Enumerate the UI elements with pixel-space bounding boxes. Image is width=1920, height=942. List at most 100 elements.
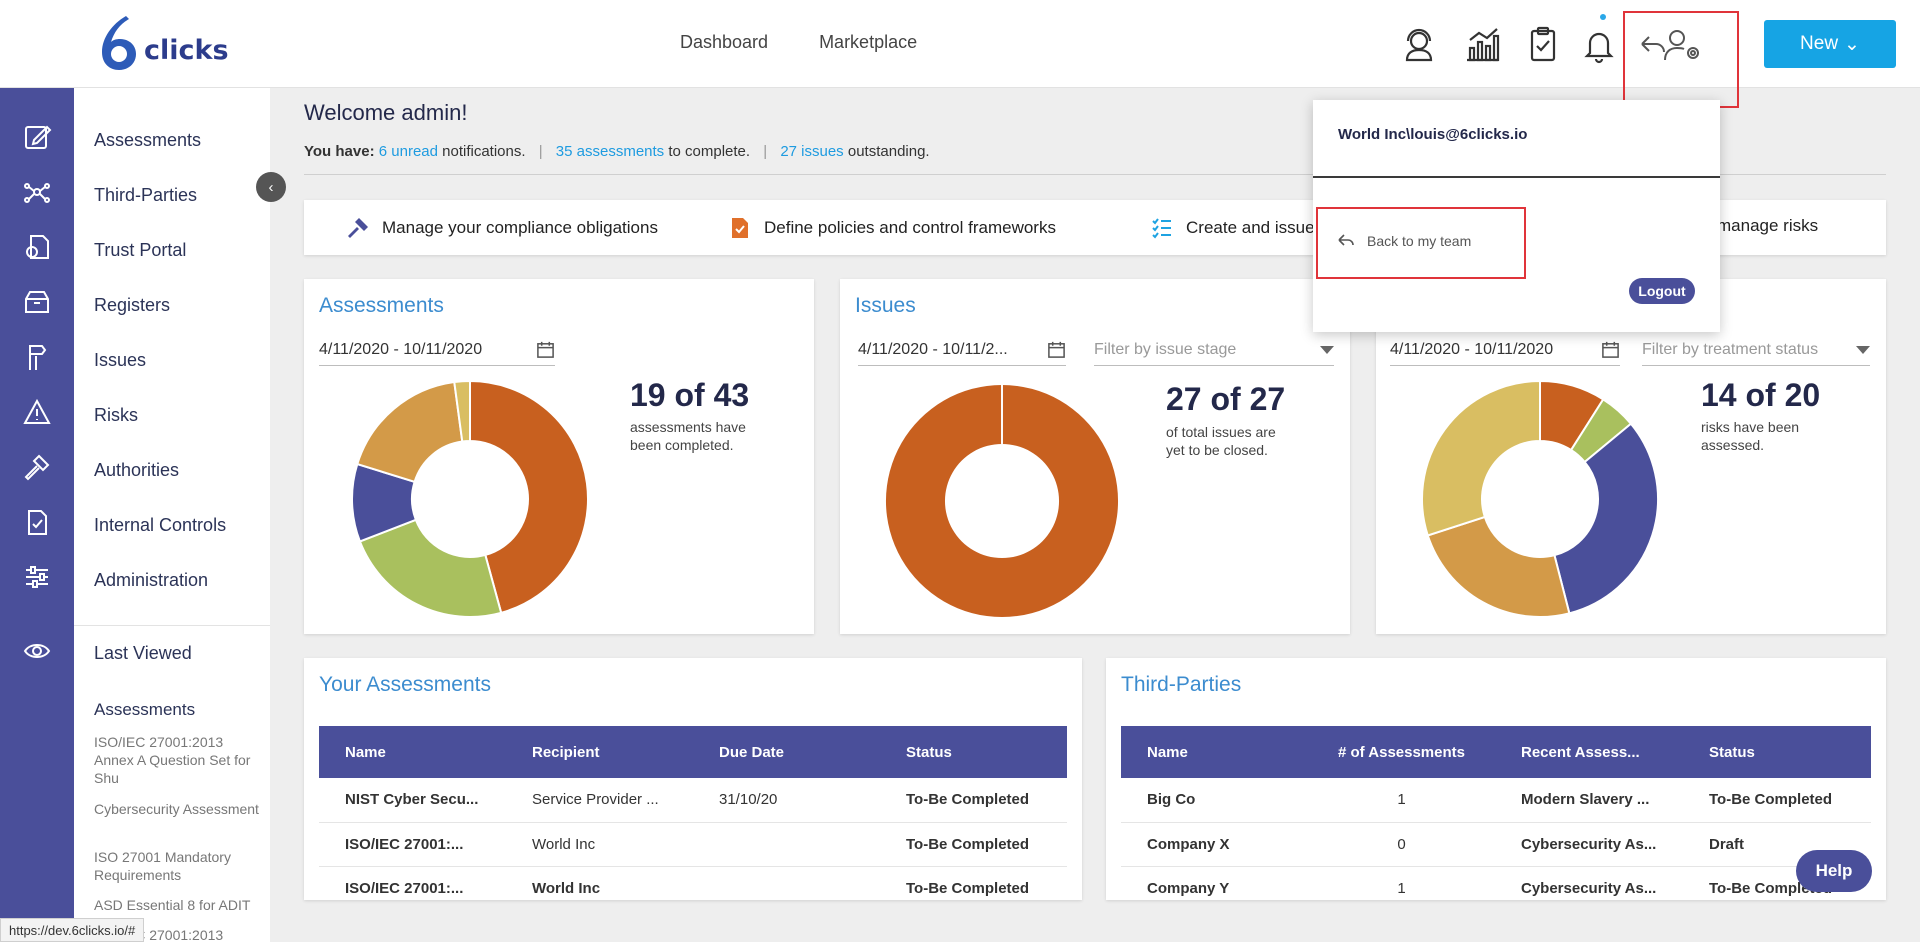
filter-placeholder: Filter by issue stage — [1094, 340, 1237, 358]
eye-icon[interactable] — [22, 636, 52, 666]
table-row[interactable]: ISO/IEC 27001:... World Inc To-Be Comple… — [319, 866, 1067, 900]
highlight-back-to-team — [1316, 207, 1526, 279]
column-header[interactable]: Name — [319, 726, 506, 778]
donut-slice[interactable] — [885, 384, 1119, 618]
registers-rail-icon[interactable] — [22, 287, 52, 317]
sidebar-item-administration[interactable]: Administration — [94, 570, 209, 590]
assessments-link[interactable]: 35 assessments — [555, 143, 665, 160]
risks-card: 4/11/2020 - 10/11/2020 Filter by treatme… — [1376, 279, 1886, 634]
collapse-sidebar-button[interactable]: ‹ — [256, 172, 286, 202]
back-to-my-team-button[interactable]: Back to my team — [1337, 232, 1471, 250]
donut-slice[interactable] — [453, 379, 471, 443]
column-header[interactable]: # of Assessments — [1308, 726, 1495, 778]
recent-assessment[interactable]: Cybersecurity As... — [1495, 822, 1683, 867]
column-header[interactable]: Recipient — [506, 726, 693, 778]
top-bar: clicks Dashboard Marketplace New ⌄ — [0, 0, 1920, 108]
table-row[interactable]: Big Co 1 Modern Slavery ... To-Be Comple… — [1121, 778, 1871, 823]
column-header[interactable]: Due Date — [693, 726, 880, 778]
sidebar-item-assessments[interactable]: Assessments — [94, 130, 202, 150]
internal-controls-rail-icon[interactable] — [22, 507, 52, 537]
last-viewed-item[interactable]: ISO/IEC 27001:2013 Annex A Question Set … — [94, 734, 251, 786]
donut-slice[interactable] — [469, 379, 589, 615]
assessment-count: 0 — [1308, 822, 1495, 867]
third-party-name[interactable]: Big Co — [1121, 778, 1308, 823]
sidebar-item-risks[interactable]: Risks — [94, 405, 138, 425]
sidebar-item-internal-controls[interactable]: Internal Controls — [94, 515, 227, 535]
last-viewed-item[interactable]: ASD Essential 8 for ADIT — [94, 897, 251, 913]
trust-portal-rail-icon[interactable] — [22, 232, 52, 262]
nav-marketplace[interactable]: Marketplace — [819, 32, 918, 52]
quick-action-label: Manage your compliance obligations — [382, 218, 658, 237]
quick-action-policies[interactable]: Define policies and control frameworks — [728, 216, 1056, 240]
treatment-status-filter[interactable]: Filter by treatment status — [1642, 334, 1870, 366]
assessment-name[interactable]: ISO/IEC 27001:... — [319, 822, 506, 867]
donut-slice[interactable] — [356, 380, 464, 484]
switch-account-icon[interactable] — [1638, 24, 1708, 64]
sidebar-item-trust-portal[interactable]: Trust Portal — [94, 240, 187, 260]
tasks-icon[interactable] — [1523, 24, 1563, 64]
donut-slice[interactable] — [1426, 515, 1571, 618]
donut-slice[interactable] — [358, 518, 503, 618]
date-range-field[interactable]: 4/11/2020 - 10/11/2... — [858, 334, 1066, 366]
highlight-switch-account — [1623, 11, 1739, 108]
table-row[interactable]: Company Y 1 Cybersecurity As... To-Be Co… — [1121, 866, 1871, 900]
quick-action-compliance[interactable]: Manage your compliance obligations — [346, 216, 658, 240]
unread-notifications-link[interactable]: 6 unread — [378, 143, 438, 160]
new-button[interactable]: New ⌄ — [1764, 20, 1896, 68]
last-viewed-item[interactable]: ISO 27001 Mandatory Requirements — [94, 849, 231, 883]
help-button[interactable]: Help — [1796, 850, 1872, 892]
column-header[interactable]: Status — [880, 726, 1067, 778]
stat-caption: been completed. — [630, 437, 734, 453]
top-nav: Dashboard Marketplace — [680, 32, 917, 53]
back-to-my-team-label: Back to my team — [1367, 233, 1472, 249]
recent-assessment[interactable]: Cybersecurity As... — [1495, 866, 1683, 900]
checklist-icon — [1152, 218, 1171, 239]
assessments-tail: to complete. — [668, 143, 751, 160]
recent-assessment[interactable]: Modern Slavery ... — [1495, 778, 1683, 823]
due-date: 31/10/20 — [693, 778, 880, 823]
support-icon[interactable] — [1399, 24, 1439, 64]
table-row[interactable]: NIST Cyber Secu... Service Provider ... … — [319, 778, 1067, 823]
issue-stage-filter[interactable]: Filter by issue stage — [1094, 334, 1334, 366]
assessment-name[interactable]: NIST Cyber Secu... — [319, 778, 506, 823]
third-party-name[interactable]: Company Y — [1121, 866, 1308, 900]
analytics-icon[interactable] — [1462, 24, 1502, 64]
risks-rail-icon[interactable] — [22, 397, 52, 427]
third-party-name[interactable]: Company X — [1121, 822, 1308, 867]
issues-rail-icon[interactable] — [22, 342, 52, 372]
issues-stat: 27 of 27 — [1166, 381, 1286, 417]
column-header[interactable]: Status — [1683, 726, 1871, 778]
date-range-value: 4/11/2020 - 10/11/2020 — [319, 340, 483, 358]
separator: | — [763, 143, 768, 160]
donut-slice[interactable] — [1553, 422, 1659, 615]
logo[interactable]: clicks — [98, 14, 229, 72]
assessments-rail-icon[interactable] — [22, 122, 52, 152]
date-range-field[interactable]: 4/11/2020 - 10/11/2020 — [1390, 334, 1620, 366]
last-viewed-item[interactable]: Cybersecurity Assessment — [94, 801, 259, 817]
due-date — [693, 866, 880, 900]
sidebar-item-issues[interactable]: Issues — [94, 350, 147, 370]
sidebar-item-authorities[interactable]: Authorities — [94, 460, 180, 480]
quick-action-label: manage risks — [1717, 216, 1819, 235]
nav-dashboard[interactable]: Dashboard — [680, 32, 769, 52]
recipient: World Inc — [506, 822, 693, 867]
third-parties-rail-icon[interactable] — [22, 177, 52, 207]
table-row[interactable]: Company X 0 Cybersecurity As... Draft — [1121, 822, 1871, 867]
stat-caption: of total issues are — [1166, 424, 1276, 440]
assessment-name[interactable]: ISO/IEC 27001:... — [319, 866, 506, 900]
donut-slice[interactable] — [1421, 379, 1541, 537]
table-row[interactable]: ISO/IEC 27001:... World Inc To-Be Comple… — [319, 822, 1067, 867]
column-header[interactable]: Recent Assess... — [1495, 726, 1683, 778]
date-range-field[interactable]: 4/11/2020 - 10/11/2020 — [319, 334, 555, 366]
bell-icon[interactable] — [1579, 24, 1619, 64]
recipient[interactable]: World Inc — [506, 866, 693, 900]
sidebar-item-third-parties[interactable]: Third-Parties — [94, 185, 198, 205]
logout-button[interactable]: Logout — [1629, 278, 1695, 304]
administration-rail-icon[interactable] — [22, 562, 52, 592]
authorities-rail-icon[interactable] — [22, 452, 52, 482]
issues-link[interactable]: 27 issues — [780, 143, 844, 160]
sidebar-item-registers[interactable]: Registers — [94, 295, 171, 315]
column-header[interactable]: Name — [1121, 726, 1308, 778]
quick-action-risks[interactable]: manage risks — [1717, 216, 1818, 236]
quick-action-create-issue[interactable]: Create and issue — [1150, 216, 1315, 240]
